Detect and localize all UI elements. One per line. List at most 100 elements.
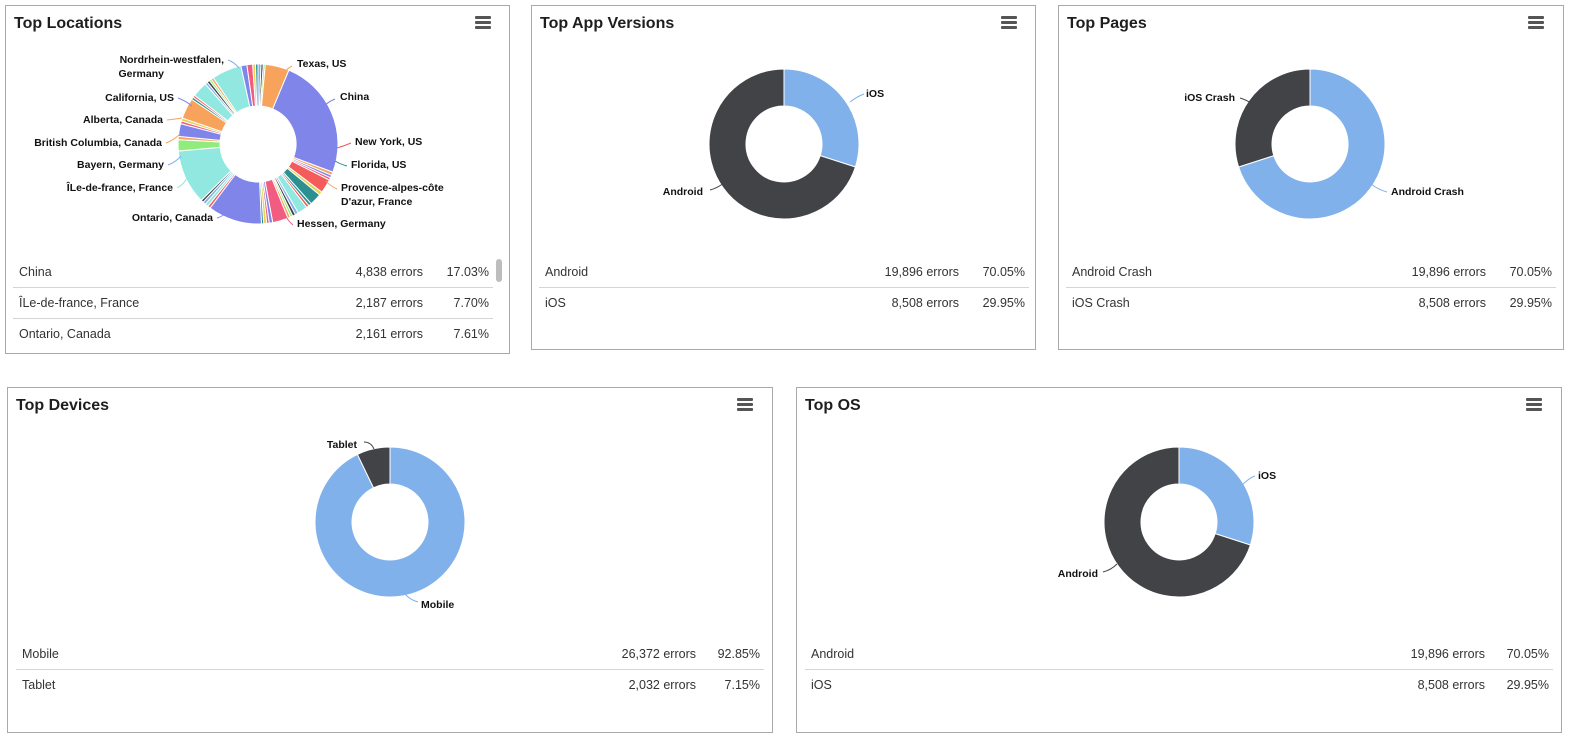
row-errors: 19,896 errors	[884, 265, 959, 279]
slice-label: iOS	[1258, 470, 1276, 482]
slice-label: British Columbia, Canada	[34, 137, 162, 149]
row-percent: 70.05%	[1509, 265, 1552, 279]
slice-label: Android Crash	[1391, 186, 1464, 198]
pie-slice[interactable]	[272, 69, 339, 173]
label-connector	[403, 592, 419, 603]
label-connector	[1370, 183, 1388, 193]
row-percent: 70.05%	[982, 265, 1025, 279]
row-errors: 8,508 errors	[1418, 296, 1486, 310]
label-connector	[709, 181, 726, 191]
label-connector	[1102, 563, 1118, 573]
row-errors: 8,508 errors	[1417, 678, 1485, 692]
label-connector	[283, 65, 293, 75]
os-slices	[1103, 446, 1255, 598]
row-errors: 2,187 errors	[355, 296, 423, 310]
slice-label: New York, US	[355, 136, 422, 148]
label-connector	[336, 142, 352, 149]
pie-slice[interactable]	[1178, 446, 1255, 546]
hamburger-menu-icon[interactable]	[737, 398, 753, 411]
pie-slice[interactable]	[254, 63, 259, 107]
slice-label: Hessen, Germany	[297, 218, 386, 230]
label-connector	[849, 93, 865, 103]
top-pages-panel: Top Pages iOS Crash Android Crash Androi…	[1058, 5, 1564, 350]
slice-label: Bayern, Germany	[77, 159, 164, 171]
label-connector	[176, 177, 188, 189]
devices-table: Mobile 26,372 errors 92.85% Tablet 2,032…	[16, 639, 764, 701]
label-connector	[334, 160, 348, 167]
row-percent: 70.05%	[1506, 647, 1549, 661]
row-name: Android	[545, 265, 589, 279]
row-percent: 29.95%	[982, 296, 1025, 310]
row-name: Mobile	[22, 647, 59, 661]
row-percent: 29.95%	[1509, 296, 1552, 310]
row-name: Android Crash	[1072, 265, 1152, 279]
top-os-panel: Top OS iOS Android Android 19,896 errors…	[796, 387, 1562, 733]
label-connector	[216, 210, 229, 219]
row-percent: 7.15%	[724, 678, 760, 692]
label-connector	[167, 155, 182, 166]
locations-donut-chart: Texas, US China New York, US Florida, US…	[34, 54, 444, 230]
locations-connectors	[165, 59, 352, 226]
slice-label: Nordrhein-westfalen,	[120, 54, 225, 66]
table-row[interactable]: Android 19,896 errors 70.05%	[805, 639, 1553, 670]
slice-label: Tablet	[327, 439, 358, 451]
locations-table: China 4,838 errors 17.03% ÎLe-de-france,…	[13, 257, 493, 350]
label-connector	[284, 213, 294, 226]
pie-slice[interactable]	[1234, 68, 1311, 168]
pages-table: Android Crash 19,896 errors 70.05% iOS C…	[1066, 257, 1556, 319]
table-row[interactable]: Android Crash 19,896 errors 70.05%	[1066, 257, 1556, 288]
slice-label: Texas, US	[297, 58, 346, 70]
slice-label: Mobile	[421, 599, 454, 611]
row-percent: 7.61%	[453, 327, 489, 341]
row-errors: 19,896 errors	[1411, 265, 1486, 279]
panel-title: Top App Versions	[540, 15, 675, 32]
table-row[interactable]: Android 19,896 errors 70.05%	[539, 257, 1029, 288]
row-percent: 92.85%	[717, 647, 760, 661]
slice-label: ÎLe-de-france, France	[66, 181, 173, 194]
row-name: Tablet	[22, 678, 56, 692]
hamburger-menu-icon[interactable]	[1526, 398, 1542, 411]
table-row[interactable]: China 4,838 errors 17.03%	[13, 257, 493, 288]
hamburger-menu-icon[interactable]	[1528, 16, 1544, 29]
table-row[interactable]: iOS 8,508 errors 29.95%	[539, 288, 1029, 319]
app-versions-table: Android 19,896 errors 70.05% iOS 8,508 e…	[539, 257, 1029, 319]
label-connector	[1239, 97, 1253, 105]
pie-slice[interactable]	[1103, 446, 1252, 598]
slice-label: Provence-alpes-côte	[341, 182, 444, 194]
app-versions-donut-chart: iOS Android	[663, 68, 884, 220]
pages-slices	[1234, 68, 1386, 220]
row-errors: 8,508 errors	[891, 296, 959, 310]
row-errors: 2,161 errors	[355, 327, 423, 341]
table-row[interactable]: iOS 8,508 errors 29.95%	[805, 670, 1553, 701]
devices-donut-chart: Tablet Mobile	[314, 439, 466, 611]
label-connector	[1240, 475, 1256, 487]
hamburger-menu-icon[interactable]	[1001, 16, 1017, 29]
table-row[interactable]: iOS Crash 8,508 errors 29.95%	[1066, 288, 1556, 319]
slice-label: Germany	[118, 68, 164, 80]
table-row[interactable]: Ontario, Canada 2,161 errors 7.61%	[13, 319, 493, 350]
slice-label: Florida, US	[351, 159, 406, 171]
table-row[interactable]: ÎLe-de-france, France 2,187 errors 7.70%	[13, 288, 493, 319]
pie-slice[interactable]	[356, 446, 391, 489]
slice-label: Ontario, Canada	[132, 212, 213, 224]
pages-donut-chart: iOS Crash Android Crash	[1184, 68, 1464, 220]
row-name: Android	[811, 647, 855, 661]
table-row[interactable]: Tablet 2,032 errors 7.15%	[16, 670, 764, 701]
slice-label: Android	[1058, 568, 1098, 580]
pie-slice[interactable]	[783, 68, 860, 168]
pie-slice[interactable]	[708, 68, 857, 220]
label-connector	[363, 441, 375, 450]
pie-slice[interactable]	[314, 446, 466, 598]
hamburger-menu-icon[interactable]	[475, 16, 491, 29]
row-percent: 29.95%	[1506, 678, 1549, 692]
panel-title: Top OS	[805, 397, 861, 414]
table-scrollbar[interactable]	[496, 259, 502, 282]
pie-slice[interactable]	[1237, 68, 1386, 220]
label-connector	[177, 97, 193, 107]
panel-title: Top Devices	[16, 397, 110, 414]
row-name: China	[19, 265, 52, 279]
devices-slices	[314, 446, 466, 598]
table-row[interactable]: Mobile 26,372 errors 92.85%	[16, 639, 764, 670]
label-connector	[227, 59, 240, 69]
top-locations-panel: Top Locations Texas, US China New York, …	[5, 5, 510, 354]
